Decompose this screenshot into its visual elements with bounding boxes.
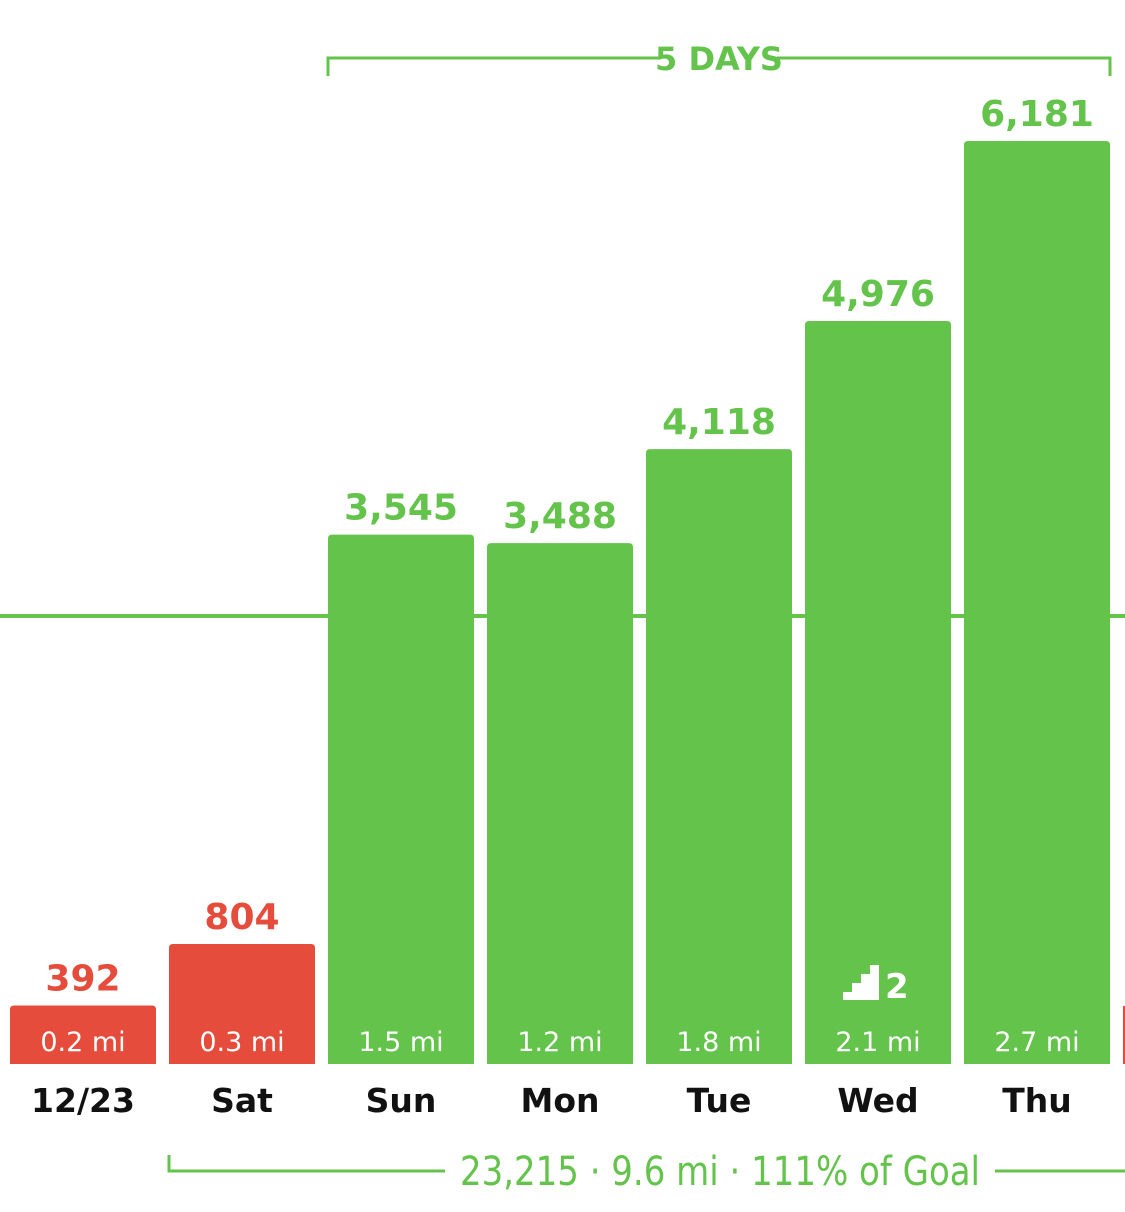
day-label: Mon [520,1081,599,1120]
day-label: Tue [687,1081,752,1120]
bar [646,449,792,1064]
summary-label: 23,215 · 9.6 mi · 111% of Goal [460,1149,980,1195]
bar-value-label: 3,488 [503,496,617,537]
bar-value-label: 4,118 [662,402,776,443]
bar-next-partial [1123,1006,1125,1064]
bar-distance-label: 0.3 mi [199,1027,284,1058]
streak-label: 5 DAYS [655,40,783,78]
badge-count: 2 [885,967,909,1007]
bar-value-label: 804 [204,897,279,938]
bar-value-label: 4,976 [821,274,935,315]
streak-bracket-left [326,56,661,76]
bar-distance-label: 1.8 mi [676,1027,761,1058]
bar-distance-label: 2.7 mi [994,1027,1079,1058]
bar [169,943,315,1064]
day-label: Sat [211,1081,273,1120]
summary-bracket: 23,215 · 9.6 mi · 111% of Goal [167,1149,1125,1195]
summary-bracket-left [167,1155,445,1173]
streak-bracket: 5 DAYS [326,40,1112,78]
stairs-shape [843,965,879,1000]
day-label: Sun [366,1081,437,1120]
day-label: Wed [837,1081,918,1120]
bar-distance-label: 1.5 mi [358,1027,443,1058]
bars-layer: 392 0.2 mi 12/23 804 0.3 mi Sat 3,545 1.5 mi Sun… [10,94,1125,1120]
bar-distance-label: 2.1 mi [835,1027,920,1058]
bar-value-label: 3,545 [344,488,458,529]
bar-value-label: 6,181 [980,94,1094,135]
bar [805,320,951,1065]
day-label: 12/23 [31,1081,135,1120]
streak-bracket-right [777,56,1112,76]
bar [964,141,1110,1064]
day-label: Thu [1002,1081,1072,1120]
stairs-icon [843,965,879,1000]
bar-distance-label: 1.2 mi [517,1027,602,1058]
bar [328,534,474,1064]
bar-value-label: 392 [45,958,120,999]
bar [10,1005,156,1064]
bar [487,543,633,1064]
bar-distance-label: 0.2 mi [40,1027,125,1058]
